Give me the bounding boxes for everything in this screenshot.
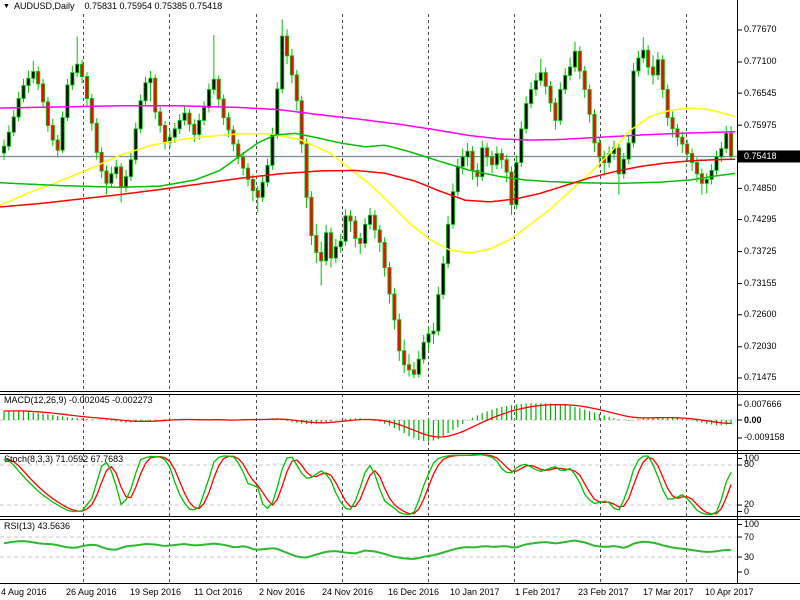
date-axis-label: 16 Dec 2016: [388, 587, 440, 597]
date-axis-label: 1 Feb 2017: [515, 587, 561, 597]
macd-histogram: [3, 403, 732, 442]
macd-indicator-label: MACD(12,26,9) -0.002045 -0.002273: [4, 395, 153, 406]
rsi-axis-label: 100: [744, 519, 760, 529]
ma-magenta: [0, 105, 736, 141]
rsi-values: 43.5636: [37, 521, 71, 531]
price-axis-label: 0.75975: [744, 119, 777, 130]
date-axis-label: 26 Aug 2016: [66, 587, 117, 597]
price-axis-label: 0.72600: [744, 309, 777, 320]
macd-axis-label: -0.009158: [744, 432, 785, 443]
ma-red: [0, 158, 736, 208]
level-lines: [0, 419, 737, 558]
price-axis-label: 0.73155: [744, 278, 777, 289]
candlestick-series[interactable]: [1, 19, 734, 379]
price-axis-label: 0.71475: [744, 372, 777, 383]
price-axis-label: 0.74850: [744, 182, 777, 193]
stoch-d-line: [3, 454, 732, 515]
grid-lines: [83, 14, 687, 583]
chart-title-symbol: AUDUSD,Daily: [13, 1, 75, 11]
price-axis-label: 0.77100: [744, 56, 777, 67]
macd-axis-label: 0.00: [744, 414, 762, 425]
stoch-axis-label: 80: [744, 459, 755, 470]
stoch-indicator-label: Stoch(8,3,3) 71.0592 67.7683: [4, 454, 123, 465]
chart-title: ▼ AUDUSD,Daily 0.75831 0.75954 0.75385 0.7…: [3, 1, 222, 12]
date-axis-label: 10 Apr 2017: [705, 587, 754, 597]
macd-axis-label: 0.007666: [744, 399, 782, 410]
rsi-indicator-label: RSI(13) 43.5636: [4, 521, 70, 532]
stoch-axis-label: 0: [744, 506, 750, 516]
macd-values: -0.002045 -0.002273: [69, 395, 153, 405]
rsi-axis-label: 30: [744, 551, 755, 562]
date-axis-label: 19 Sep 2016: [130, 587, 182, 597]
date-axis-label: 11 Oct 2016: [194, 587, 243, 597]
date-axis-label: 24 Nov 2016: [322, 587, 374, 597]
macd-signal-line: [4, 403, 732, 438]
price-axis-label: 0.72030: [744, 341, 777, 352]
symbol-dropdown-icon[interactable]: ▼: [3, 3, 10, 10]
price-axis-label: 0.77670: [744, 24, 777, 35]
date-axis-label: 17 Mar 2017: [643, 587, 694, 597]
date-axis-label: 4 Aug 2016: [1, 587, 47, 597]
price-axis-label: 0.76545: [744, 87, 777, 98]
ma-yellow: [0, 107, 736, 254]
stoch-axis-label: 100: [744, 453, 760, 463]
current-price-tag-label: 0.75418: [744, 150, 777, 161]
panel-borders[interactable]: [0, 0, 800, 584]
rsi-axis-label: 0: [744, 566, 750, 577]
stoch-values: 71.0592 67.7683: [55, 454, 124, 464]
stoch-name: Stoch(8,3,3): [4, 454, 54, 464]
price-axis-label: 0.73725: [744, 246, 777, 257]
date-axis-label: 23 Feb 2017: [578, 587, 629, 597]
rsi-name: RSI(13): [4, 521, 36, 531]
date-axis-label: 2 Nov 2016: [259, 587, 306, 597]
rsi-line: [3, 539, 732, 560]
rsi-axis-label: 70: [744, 531, 755, 542]
ma-green: [0, 132, 736, 189]
date-axis-label: 10 Jan 2017: [450, 587, 500, 597]
current-price-tag: [738, 150, 800, 163]
stoch-k-line: [3, 453, 732, 516]
chart-title-ohlc: 0.75831 0.75954 0.75385 0.75418: [84, 1, 223, 11]
price-axis-label: 0.74295: [744, 214, 777, 225]
stoch-axis-label: 20: [744, 499, 755, 510]
macd-name: MACD(12,26,9): [4, 395, 67, 405]
